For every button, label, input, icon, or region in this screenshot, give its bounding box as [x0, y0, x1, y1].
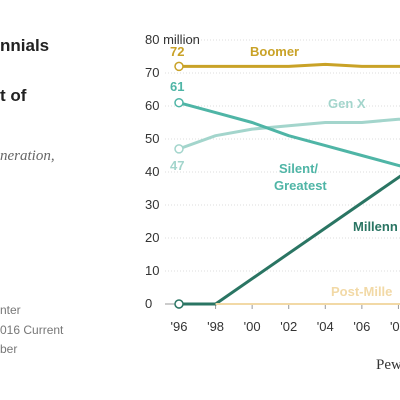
series-start-marker — [174, 97, 184, 108]
x-tick-label: '08 — [390, 319, 400, 334]
series-name-label: Silent/ — [279, 161, 318, 176]
source-line-2: 016 Current — [0, 323, 64, 337]
x-tick-label: '98 — [207, 319, 224, 334]
y-tick-label: 70 — [145, 65, 159, 80]
x-tick-label: '00 — [244, 319, 261, 334]
y-tick-label: 40 — [145, 164, 159, 179]
y-tick-label: 30 — [145, 197, 159, 212]
series-start-marker — [174, 61, 184, 72]
chart-title-line-1: nnials — [0, 36, 50, 55]
x-tick-label: '96 — [171, 319, 188, 334]
x-tick-label: '06 — [353, 319, 370, 334]
y-tick-label: 80 million — [145, 32, 200, 47]
series-start-value-label: 47 — [170, 158, 184, 173]
x-tick-label: '04 — [317, 319, 334, 334]
series-name-label: Post-Mille — [331, 284, 392, 299]
x-tick-label: '02 — [280, 319, 297, 334]
series-start-marker — [174, 144, 184, 154]
chart-subtitle: neration, — [0, 148, 55, 164]
series-name-label: Millenn — [353, 219, 398, 234]
series-line — [179, 62, 400, 68]
source-line-1: nter — [0, 303, 21, 317]
y-tick-label: 0 — [145, 296, 152, 311]
chart-title-line-2: t of — [0, 86, 27, 105]
y-tick-label: 50 — [145, 131, 159, 146]
series-start-value-label: 61 — [170, 79, 184, 94]
series-start-value-label: 72 — [170, 44, 184, 59]
series-start-marker — [174, 299, 184, 309]
series-line — [178, 101, 400, 168]
y-tick-label: 20 — [145, 230, 159, 245]
y-tick-label: 10 — [145, 263, 159, 278]
series-name-label: Gen X — [328, 96, 366, 111]
y-tick-label: 60 — [145, 98, 159, 113]
series-name-label: Greatest — [274, 178, 327, 193]
series-name-label: Boomer — [250, 44, 299, 59]
series-line — [178, 117, 400, 151]
brand-logo-text: Pew — [376, 357, 400, 373]
source-line-3: ber — [0, 342, 18, 356]
